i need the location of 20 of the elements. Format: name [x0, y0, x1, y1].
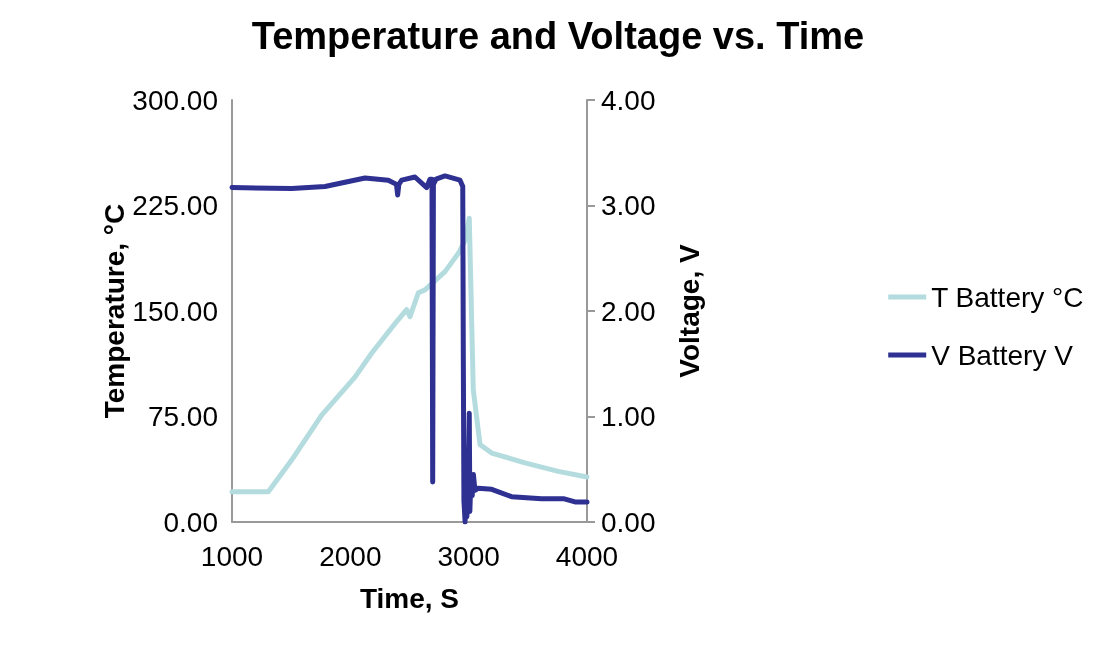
- y-tick-label: 75.00: [147, 401, 218, 432]
- y-tick-label: 150.00: [132, 295, 218, 327]
- chart-title: Temperature and Voltage vs. Time: [251, 15, 865, 57]
- y-tick-label: 0.00: [163, 506, 218, 538]
- y-tick-label: 225.00: [132, 190, 218, 221]
- y-axis-title: Temperature, °C: [98, 203, 130, 419]
- legend-label: T Battery °C: [931, 281, 1084, 313]
- y2-tick-label: 4.00: [601, 84, 656, 116]
- y2-tick-label: 0.00: [601, 506, 656, 538]
- x-tick-label: 2000: [319, 540, 382, 572]
- x-axis-title: Time, S: [359, 582, 460, 614]
- y2-tick-label: 2.00: [601, 295, 656, 327]
- y2-tick-label: 1.00: [601, 401, 656, 432]
- y2-tick-label: 3.00: [601, 190, 656, 221]
- legend-label: V Battery V: [931, 339, 1074, 371]
- x-tick-label: 1000: [200, 540, 264, 572]
- y2-axis-title: Voltage, V: [673, 244, 705, 378]
- x-tick-label: 4000: [555, 540, 619, 572]
- x-tick-label: 3000: [437, 540, 500, 572]
- y-tick-label: 300.00: [132, 84, 218, 116]
